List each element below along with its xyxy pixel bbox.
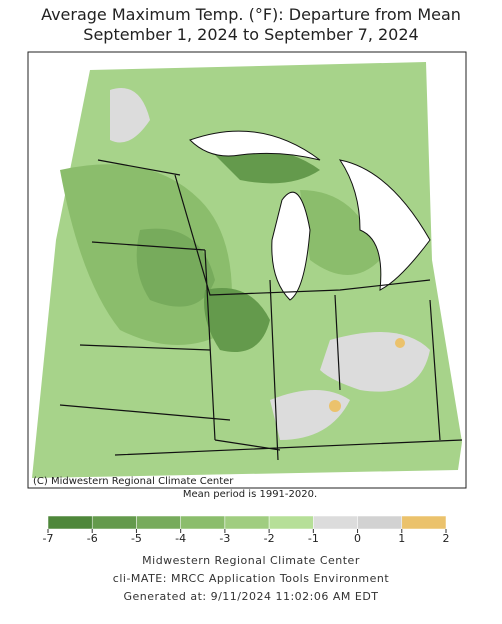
legend-tick-label: -3 [219, 532, 230, 545]
legend-tick-label: -5 [131, 532, 142, 545]
legend-tick-label: 1 [398, 532, 405, 545]
legend-tick-label: 2 [443, 532, 450, 545]
legend-swatch [357, 515, 403, 530]
credit: (C) Midwestern Regional Climate Center [33, 476, 234, 487]
legend-tick-label: -6 [87, 532, 98, 545]
legend-tick-label: -4 [175, 532, 186, 545]
map [32, 62, 463, 478]
legend-swatch [224, 515, 270, 530]
legend-swatch [268, 515, 314, 530]
map-frame [27, 51, 467, 489]
legend-swatch [91, 515, 137, 530]
legend-tick-label: -7 [43, 532, 54, 545]
legend-tick-label: -1 [308, 532, 319, 545]
legend-swatch [313, 515, 358, 530]
title: Average Maximum Temp. (°F): Departure fr… [41, 5, 461, 24]
footer-line: Generated at: 9/11/2024 11:02:06 AM EDT [123, 590, 378, 603]
legend: -7 -6 -5 -4 -3 -2 -1 0 1 2 [43, 515, 450, 545]
legend-tick-label: -2 [264, 532, 275, 545]
legend-swatch [401, 515, 447, 530]
mean-note: Mean period is 1991-2020. [183, 489, 317, 500]
legend-swatch [47, 515, 93, 530]
footer-line: cli-MATE: MRCC Application Tools Environ… [113, 572, 390, 585]
legend-swatch [136, 515, 181, 530]
footer-line: Midwestern Regional Climate Center [142, 554, 360, 567]
subtitle: September 1, 2024 to September 7, 2024 [83, 25, 418, 44]
legend-swatch [180, 515, 226, 530]
legend-tick-label: 0 [354, 532, 361, 545]
